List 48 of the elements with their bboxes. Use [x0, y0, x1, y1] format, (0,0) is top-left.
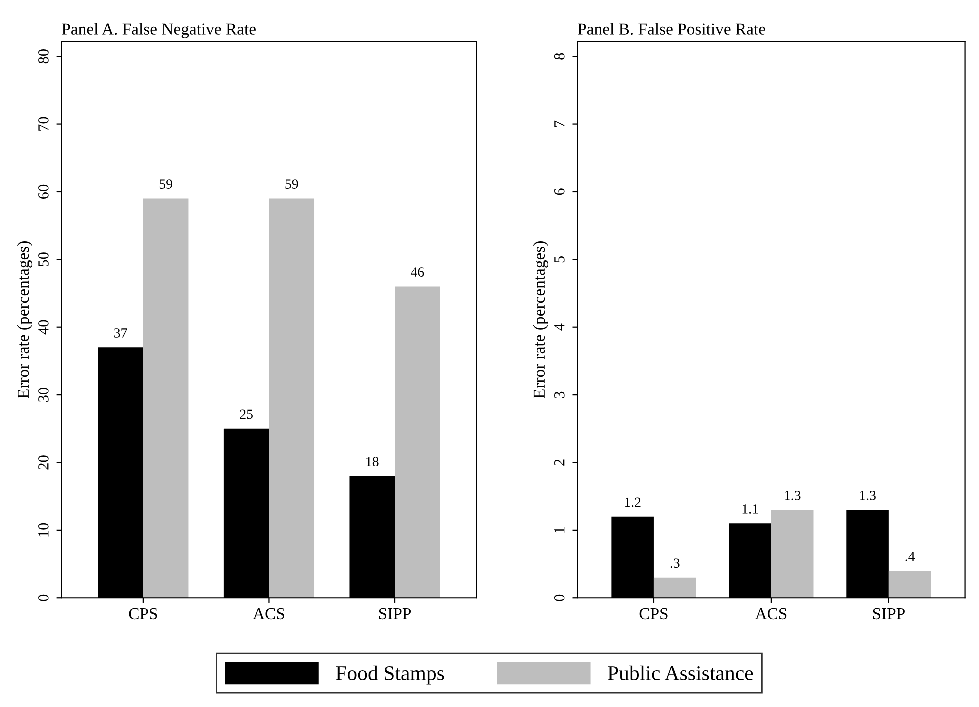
data-label: .4 — [906, 552, 916, 562]
chart-title: Panel A. False Negative Rate — [62, 23, 256, 38]
bar — [395, 286, 440, 598]
y-axis-title: Error rate (percentages) — [533, 242, 548, 399]
y-tick-label: 40 — [38, 320, 49, 335]
data-label: 1.3 — [860, 491, 876, 500]
y-tick-label: 0 — [554, 594, 565, 602]
x-tick-label: CPS — [129, 608, 158, 620]
legend-label: Public Assistance — [608, 666, 754, 680]
data-label: 37 — [114, 328, 128, 338]
bar — [654, 578, 696, 598]
y-tick-label: 8 — [554, 53, 565, 60]
y-axis-title: Error rate (percentages) — [17, 242, 33, 399]
y-tick-label: 20 — [38, 456, 49, 470]
y-tick-label: 80 — [38, 50, 49, 64]
x-tick-label: ACS — [755, 608, 787, 620]
bar — [269, 198, 315, 598]
y-tick-label: 6 — [554, 188, 565, 196]
data-label: 46 — [410, 268, 424, 277]
data-label: 1.1 — [742, 504, 758, 514]
data-label: 59 — [286, 180, 298, 189]
data-label: 1.2 — [625, 498, 641, 508]
y-tick-label: 10 — [38, 523, 49, 537]
x-tick-label: CPS — [640, 608, 668, 620]
data-label: 1.3 — [785, 491, 801, 500]
y-tick-label: 1 — [554, 528, 565, 533]
y-tick-label: 2 — [554, 460, 565, 466]
y-tick-label: 4 — [554, 324, 565, 331]
bar — [143, 198, 189, 598]
x-tick-label: SIPP — [379, 608, 412, 620]
data-label: .3 — [670, 558, 680, 568]
y-tick-label: 7 — [554, 120, 565, 128]
bar — [888, 571, 932, 598]
data-label: 18 — [366, 457, 379, 467]
legend-label: Food Stamps — [336, 666, 444, 685]
y-tick-label: 30 — [38, 388, 49, 402]
y-tick-label: 60 — [38, 184, 49, 199]
y-tick-label: 50 — [38, 252, 49, 266]
x-tick-label: SIPP — [873, 608, 905, 620]
x-tick-label: ACS — [253, 608, 284, 620]
chart-title: Panel B. False Positive Rate — [578, 23, 766, 36]
bar — [771, 510, 814, 598]
y-tick-label: 70 — [38, 117, 49, 131]
y-tick-label: 0 — [38, 594, 49, 602]
y-tick-label: 5 — [554, 256, 565, 263]
y-tick-label: 3 — [554, 392, 565, 398]
data-label: 25 — [240, 410, 253, 420]
data-label: 59 — [160, 180, 172, 189]
